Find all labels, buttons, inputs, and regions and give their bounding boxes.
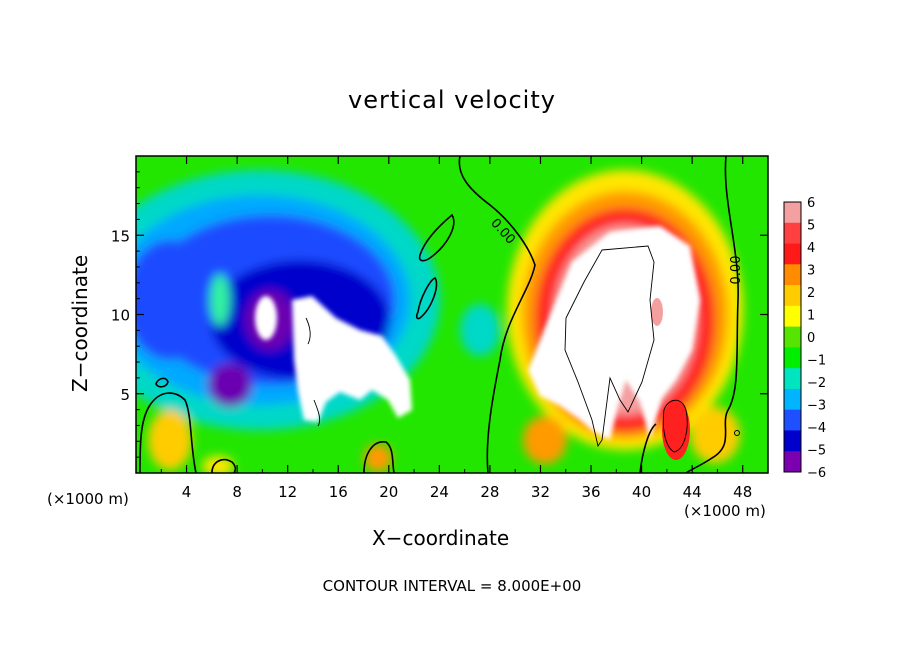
downdraft-left-arm (136, 240, 215, 360)
colorbar-swatch (784, 409, 801, 431)
zero-contour-loop-upper (418, 213, 455, 262)
y-axis-label: Z−coordinate (68, 254, 92, 392)
x-tick-label: 36 (581, 483, 600, 501)
y-tick-label: 10 (111, 307, 130, 325)
colorbar-label: −6 (807, 466, 826, 481)
saturation-contour-small (305, 317, 321, 427)
x-tick-label: 16 (329, 483, 348, 501)
saturated-updraft (528, 226, 700, 440)
colorbar-label: 5 (807, 219, 815, 234)
zero-contour-small-left (155, 377, 169, 388)
x-tick-label: 32 (531, 483, 550, 501)
x-tick-label: 28 (480, 483, 499, 501)
zero-contour-bottom-1 (211, 458, 237, 473)
updraft-inner-hole (662, 400, 690, 460)
zero-contour-right (685, 156, 739, 473)
colorbar-label: 6 (807, 196, 815, 211)
x-tick-label: 24 (430, 483, 449, 501)
y-tick-label: 5 (120, 386, 130, 404)
y-axis: 5 10 15 (111, 171, 768, 458)
colorbar-swatch (784, 326, 801, 348)
chart-title: vertical velocity (348, 86, 556, 114)
colorbar-label: 2 (807, 286, 815, 301)
saturated-small (255, 296, 277, 340)
colorbar-swatch (784, 202, 801, 224)
downdraft-purple-1 (208, 363, 252, 407)
colorbar-label: 3 (807, 264, 815, 279)
colorbar-swatch (784, 430, 801, 452)
cyan-patch-2 (460, 304, 500, 356)
colorbar-swatch (784, 285, 801, 307)
contour-label: 0.00 (729, 256, 744, 285)
contour-interval-note: CONTOUR INTERVAL = 8.000E+00 (322, 577, 582, 595)
x-tick-label: 12 (278, 483, 297, 501)
colorbar: 6 5 4 3 2 1 0 −1 −2 −3 −4 −5 −6 (783, 196, 826, 481)
colorbar-swatch (784, 264, 801, 286)
cyan-patch-1 (210, 274, 230, 326)
warm-blob-left (148, 410, 192, 470)
colorbar-label: −5 (807, 444, 826, 459)
colorbar-swatch (784, 368, 801, 390)
colorbar-label: 0 (807, 331, 815, 346)
x-tick-label: 8 (232, 483, 242, 501)
saturation-contour-updraft (564, 245, 655, 448)
colorbar-swatch (784, 243, 801, 265)
x-unit-left: (×1000 m) (47, 490, 129, 508)
updraft-foot-right (690, 407, 740, 463)
pink-spot (651, 298, 663, 326)
contour-dot (734, 430, 740, 436)
x-axis: 4 8 12 16 20 24 28 32 36 40 44 48 (160, 156, 752, 501)
x-tick-label: 48 (733, 483, 752, 501)
zero-contour-bottom-2 (363, 441, 395, 473)
colorbar-swatch (784, 347, 801, 369)
colorbar-label: −1 (807, 354, 826, 369)
colorbar-swatch (784, 305, 801, 328)
saturation-contour-hole (662, 399, 688, 453)
saturation-contours (305, 245, 688, 453)
colorbar-frame (783, 201, 802, 473)
colorbar-swatch (784, 451, 801, 473)
x-tick-label: 20 (379, 483, 398, 501)
colorbar-label: −3 (807, 399, 826, 414)
zero-contour-left (139, 392, 197, 473)
warm-blob-center (364, 444, 392, 472)
updraft-foot-left (523, 416, 567, 464)
colorbar-swatch (784, 388, 801, 411)
colorbar-label: −4 (807, 421, 826, 436)
y-tick-label: 15 (111, 227, 130, 245)
x-tick-label: 4 (182, 483, 192, 501)
x-tick-label: 44 (683, 483, 702, 501)
x-axis-label: X−coordinate (372, 526, 510, 550)
x-tick-label: 40 (632, 483, 651, 501)
colorbar-label: −2 (807, 376, 826, 391)
zero-contour-loop-mid (415, 277, 438, 320)
x-unit-right: (×1000 m) (684, 502, 766, 520)
colorbar-swatch (784, 222, 801, 245)
zero-contour-bottom-3 (639, 423, 657, 473)
saturated-downdraft (292, 296, 412, 422)
colorbar-label: 4 (807, 241, 815, 256)
zero-contour-middle (458, 156, 536, 473)
colorbar-label: 1 (807, 309, 815, 324)
contour-lines (139, 156, 739, 473)
